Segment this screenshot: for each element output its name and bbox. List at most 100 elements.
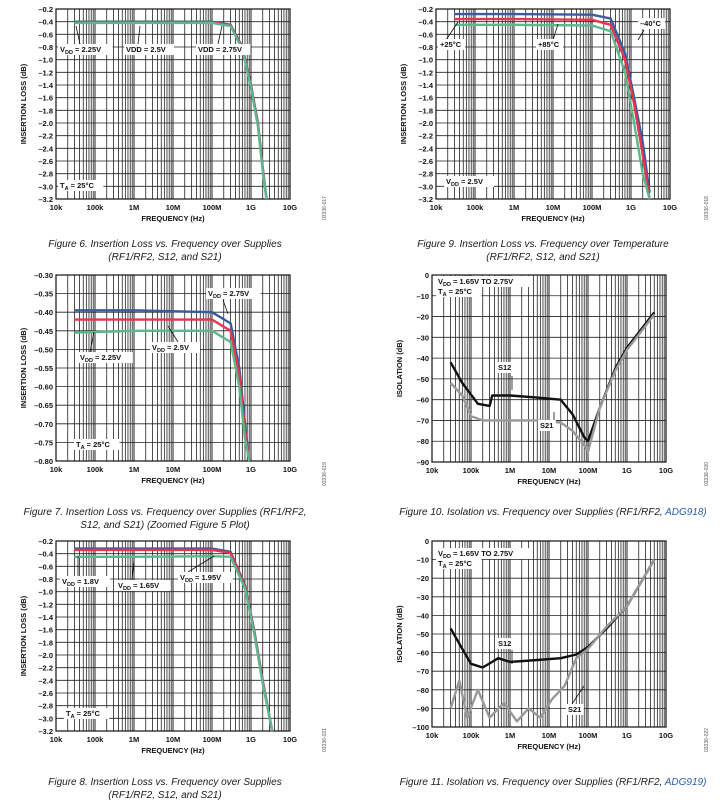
grid [55, 274, 290, 462]
y-axis-label: ISOLATION (dB) [395, 605, 404, 663]
y-axis-label: INSERTION LOSS (dB) [19, 63, 28, 144]
x-tick-label: 100k [87, 203, 105, 212]
y-tick-label: –10 [416, 556, 429, 565]
y-tick-label: –1.0 [418, 56, 433, 65]
x-tick-label: 10k [426, 466, 439, 475]
x-tick-label: 10M [166, 203, 181, 212]
x-tick-label: 10M [546, 203, 561, 212]
y-tick-label: –0.8 [38, 43, 53, 52]
annotation-label: TA = 25°C [66, 709, 100, 720]
y-tick-label: –30 [416, 333, 429, 342]
annotation-arrow [137, 25, 141, 45]
y-tick-label: –1.8 [38, 106, 53, 115]
y-tick-label: –0.4 [418, 18, 433, 27]
grid [55, 540, 290, 732]
y-tick-label: –0.75 [34, 438, 53, 447]
annotation-label: TA = 25°C [60, 181, 94, 192]
plot-frame [55, 540, 291, 732]
y-axis-label: INSERTION LOSS (dB) [19, 595, 28, 676]
y-tick-label: –0.8 [38, 575, 53, 584]
y-tick-label: –50 [416, 375, 429, 384]
y-tick-label: –50 [416, 630, 429, 639]
annotation-label: VDD = 1.8V [62, 577, 99, 588]
caption-link[interactable]: ADG919) [664, 777, 707, 788]
annotation-bg [436, 276, 532, 287]
x-tick-label: 10M [542, 731, 557, 740]
caption-fig8: Figure 8. Insertion Loss vs. Frequency o… [0, 776, 330, 802]
y-tick-label: –2.0 [38, 119, 53, 128]
x-tick-label: 10M [542, 466, 557, 475]
annotation-arrow [222, 299, 229, 315]
annotation-bg [74, 439, 120, 450]
y-tick-label: –1.8 [418, 106, 433, 115]
annotation-label: TA = 25°C [438, 559, 472, 570]
caption-fig10: Figure 10. Isolation vs. Frequency over … [378, 506, 728, 519]
annotation-bg [150, 342, 200, 353]
y-tick-label: –1.4 [38, 613, 53, 622]
series-line-s21 [449, 558, 656, 723]
y-tick-label: –2.4 [38, 144, 53, 153]
annotation-bg [638, 18, 665, 29]
y-tick-label: –1.4 [418, 81, 433, 90]
annotation-bg [206, 288, 261, 299]
annotation-arrow [187, 555, 215, 573]
x-tick-label: 10G [659, 466, 673, 475]
annotation-bg [196, 44, 251, 55]
y-tick-label: –90 [416, 458, 429, 467]
y-tick-label: –70 [416, 667, 429, 676]
caption-link[interactable]: ADG918) [665, 507, 707, 518]
chart-svg-fig8: –0.2 –0.4 –0.6 –0.8 –1.0 –1.2 –1.4 –1.6 –1.8 –2.0… [19, 537, 297, 755]
caption-fig7: Figure 7. Insertion Loss vs. Frequency o… [0, 506, 330, 532]
y-tick-label: –0.55 [34, 364, 53, 373]
y-tick-label: 0 [425, 538, 429, 546]
y-tick-label: –2.4 [418, 144, 433, 153]
annotation-bg [60, 576, 110, 587]
annotation-bg [496, 638, 514, 649]
x-tick-label: 10G [283, 465, 297, 474]
y-tick-label: –2.8 [38, 170, 53, 179]
y-tick-label: –2.2 [38, 132, 53, 141]
x-tick-label: 1G [246, 203, 256, 212]
x-tick-label: 1G [622, 731, 632, 740]
series-line-s21 [449, 313, 656, 453]
x-tick-label: 100M [203, 203, 222, 212]
x-tick-label: 100k [463, 731, 481, 740]
annotation-bg [436, 286, 482, 297]
x-tick-label: 100M [579, 466, 598, 475]
annotation-bg [566, 704, 584, 715]
y-tick-label: –0.4 [38, 550, 53, 559]
y-tick-label: –40 [416, 611, 429, 620]
side-code-fig9: 03336-018 [704, 196, 710, 220]
y-tick-label: –1.0 [38, 588, 53, 597]
y-tick-label: –1.6 [38, 94, 53, 103]
x-tick-label: 100M [579, 731, 598, 740]
x-axis-label: FREQUENCY (Hz) [141, 746, 205, 755]
y-tick-label: –3.0 [418, 182, 433, 191]
annotation-label: VDD = 2.25V [60, 45, 101, 56]
grid [431, 274, 666, 463]
chart-svg-fig7: –0.30 –0.35 –0.40 –0.45 –0.50 –0.55 –0.60 –0.65… [19, 271, 297, 485]
x-axis-label: FREQUENCY (Hz) [517, 742, 581, 751]
annotation-bg [64, 708, 110, 719]
caption-line1: Figure 10. Isolation vs. Frequency over … [378, 506, 728, 519]
annotation-arrow [89, 331, 95, 353]
x-tick-label: 1M [129, 465, 139, 474]
y-tick-label: –0.30 [34, 272, 53, 280]
y-tick-label: –40 [416, 354, 429, 363]
caption-line1: Figure 7. Insertion Loss vs. Frequency o… [23, 507, 307, 518]
y-tick-label: –2.6 [418, 157, 433, 166]
plot-frame [431, 274, 667, 463]
plot-frame [55, 274, 291, 462]
annotation-label: VDD = 2.75V [198, 45, 242, 54]
x-tick-label: 100M [203, 465, 222, 474]
y-tick-label: –60 [416, 396, 429, 405]
caption-fig9: Figure 9. Insertion Loss vs. Frequency o… [378, 238, 708, 264]
y-tick-label: –0.35 [34, 290, 53, 299]
annotation-label: VDD = 2.5V [446, 177, 483, 188]
caption-line1: Figure 6. Insertion Loss vs. Frequency o… [48, 239, 282, 250]
annotation-bg [538, 420, 556, 431]
y-tick-label: –3.0 [38, 182, 53, 191]
y-tick-label: –1.2 [418, 68, 433, 77]
